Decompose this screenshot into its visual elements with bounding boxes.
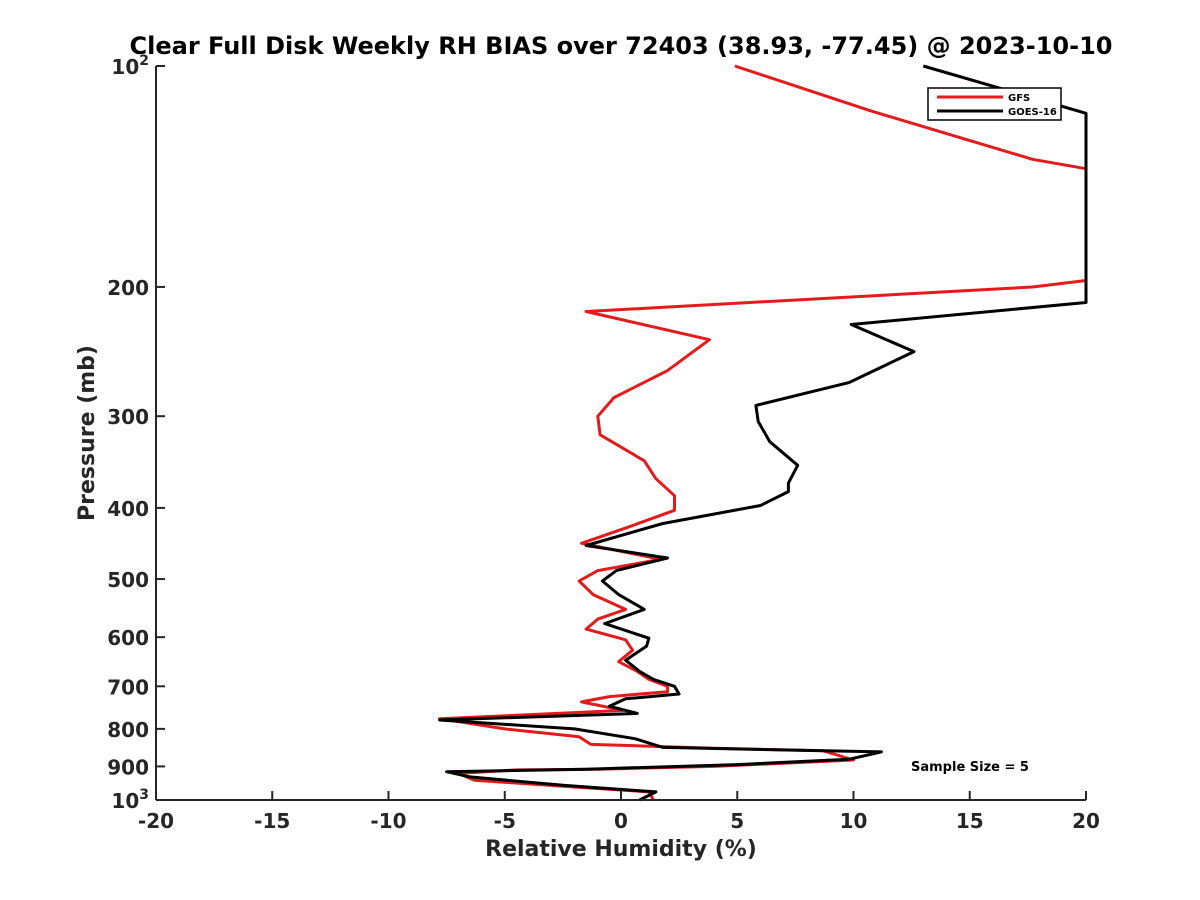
plot-area [156, 66, 1086, 800]
y-tick-label: 103 [111, 787, 149, 813]
chart-title: Clear Full Disk Weekly RH BIAS over 7240… [130, 32, 1113, 60]
x-tick-label: -5 [494, 809, 516, 833]
legend: GFS GOES-16 [927, 87, 1062, 121]
y-tick-label: 500 [107, 568, 149, 592]
x-tick-label: -10 [370, 809, 406, 833]
y-tick-label: 700 [107, 675, 149, 699]
y-tick-label: 600 [107, 626, 149, 650]
y-axis-ticks: 102 200 300 400 500 600 700 800 900 103 [107, 53, 165, 813]
y-tick-label: 300 [107, 405, 149, 429]
series-line-goes16 [438, 64, 1088, 802]
x-axis-label: Relative Humidity (%) [485, 837, 757, 862]
y-tick-label: 900 [107, 755, 149, 779]
x-tick-label: 5 [730, 809, 744, 833]
x-tick-label: 20 [1072, 809, 1100, 833]
y-axis-label: Pressure (mb) [75, 345, 100, 521]
x-axis-ticks: -20 -15 -10 -5 0 5 10 15 20 [138, 791, 1100, 833]
y-tick-label: 400 [107, 497, 149, 521]
legend-box [927, 87, 1062, 121]
x-tick-label: 10 [840, 809, 868, 833]
sample-size-annotation: Sample Size = 5 [911, 760, 1029, 775]
x-tick-label: -15 [254, 809, 290, 833]
y-tick-label: 102 [111, 53, 149, 79]
plot-lines [438, 64, 1088, 802]
x-tick-label: 15 [956, 809, 984, 833]
y-tick-label: 200 [107, 276, 149, 300]
y-tick-label: 800 [107, 718, 149, 742]
legend-label-gfs: GFS [1008, 93, 1030, 104]
x-tick-label: -20 [138, 809, 174, 833]
x-tick-label: 0 [614, 809, 628, 833]
legend-label-goes16: GOES-16 [1008, 107, 1057, 118]
